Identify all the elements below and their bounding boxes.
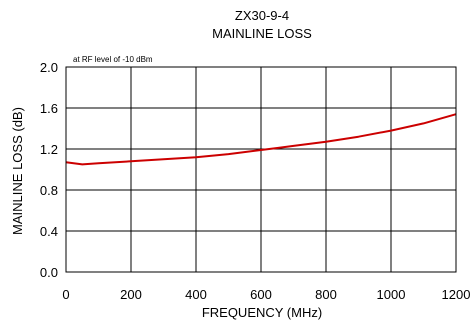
plot-frame [65,66,457,273]
x-tick-label: 1000 [377,287,406,302]
x-tick-label: 600 [250,287,272,302]
x-tick-label: 0 [62,287,69,302]
y-tick-label: 0.4 [40,224,58,239]
y-tick-label: 1.2 [40,142,58,157]
x-tick-label: 800 [315,287,337,302]
y-tick-label: 2.0 [40,60,58,75]
series-layer [65,113,457,166]
tick-labels: 0 200 400 600 800 1000 1200 0.0 0.4 0.8 1.2 1.6 2.0 [40,60,471,302]
chart-title: ZX30-9-4 [235,8,289,23]
y-tick-label: 1.6 [40,101,58,116]
x-axis-label: FREQUENCY (MHz) [202,305,322,320]
series-line [65,113,457,166]
grid-layer [65,66,457,273]
x-tick-label: 400 [185,287,207,302]
chart-annotation: at RF level of -10 dBm [73,55,153,64]
y-tick-label: 0.0 [40,265,58,280]
chart-subtitle: MAINLINE LOSS [212,26,312,41]
x-tick-label: 1200 [442,287,471,302]
y-tick-label: 0.8 [40,183,58,198]
x-tick-label: 200 [120,287,142,302]
y-axis-label: MAINLINE LOSS (dB) [10,107,25,235]
